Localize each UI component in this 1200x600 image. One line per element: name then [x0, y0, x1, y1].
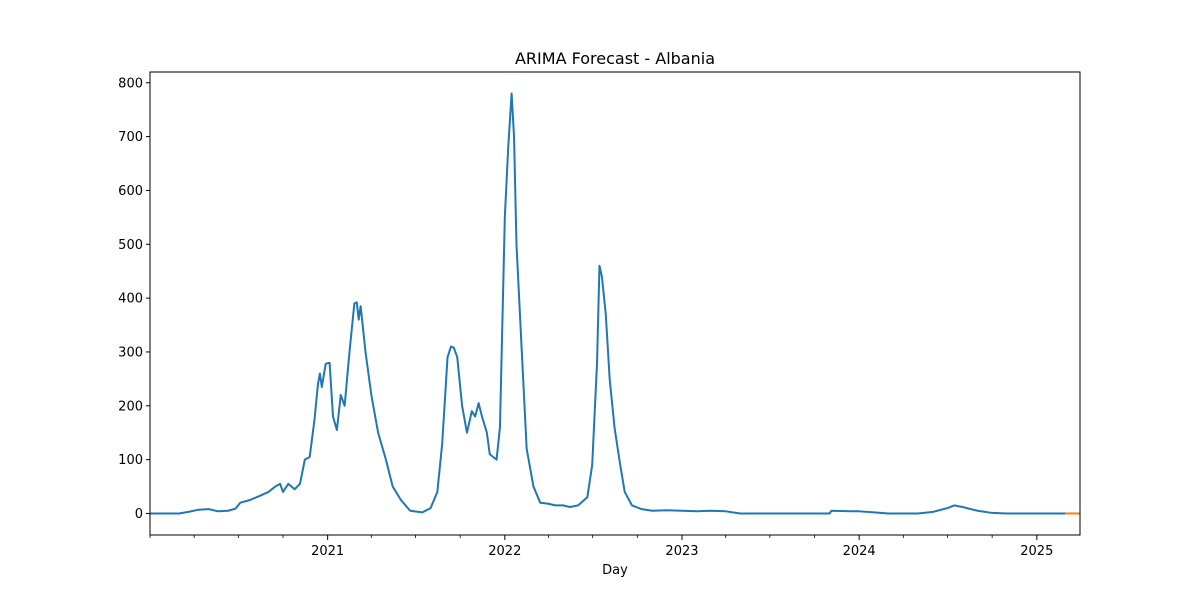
y-tick-label: 100 [118, 453, 143, 468]
x-axis-label: Day [602, 563, 628, 578]
x-tick-label: 2025 [1020, 544, 1053, 559]
y-tick-label: 300 [118, 345, 143, 360]
y-tick-label: 800 [118, 76, 143, 91]
x-axis: 2021 2022 2023 2024 2025 [149, 535, 1053, 559]
x-tick-label: 2023 [665, 544, 698, 559]
y-tick-label: 400 [118, 292, 143, 307]
series-line-1 [150, 92, 1066, 515]
x-tick-label: 2024 [843, 544, 876, 559]
y-tick-label: 700 [118, 130, 143, 145]
y-tick-label: 500 [118, 238, 143, 253]
plot-area [150, 92, 1080, 515]
y-tick-label: 200 [118, 399, 143, 414]
x-tick-label: 2022 [488, 544, 521, 559]
y-axis: 0 100 200 300 400 500 600 700 800 [118, 76, 150, 522]
x-tick-label: 2021 [311, 544, 344, 559]
chart-title: ARIMA Forecast - Albania [515, 49, 715, 68]
plot-frame [149, 71, 1081, 536]
y-tick-label: 600 [118, 184, 143, 199]
y-tick-label: 0 [135, 507, 143, 522]
